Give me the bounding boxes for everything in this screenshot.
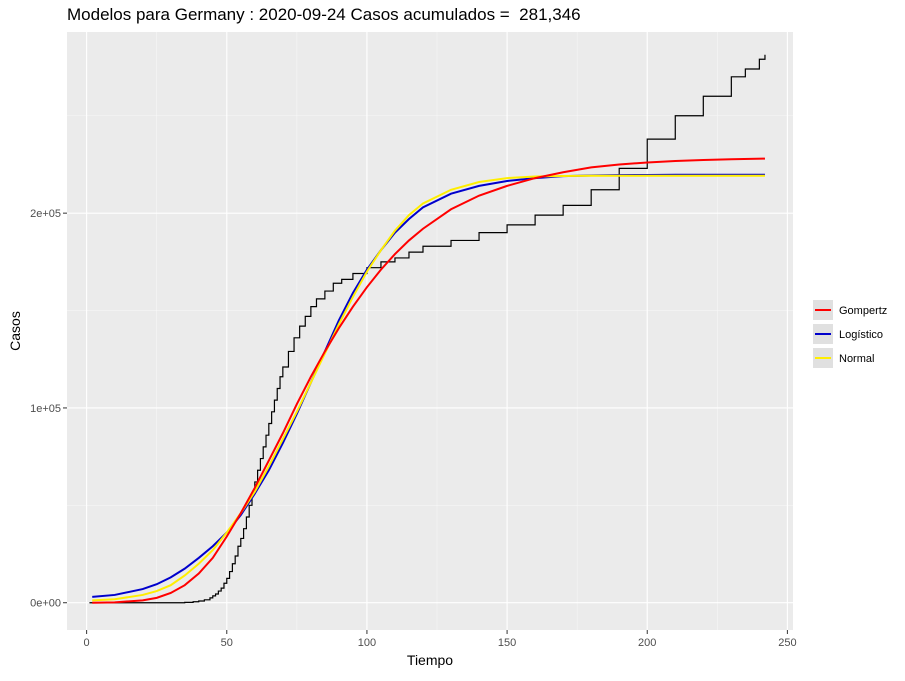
- x-tick-label: 150: [498, 637, 516, 649]
- series-line-normal: [92, 174, 765, 602]
- series-line-gompertz: [92, 157, 765, 604]
- observed-cases-step-line: [89, 54, 766, 604]
- y-axis-ticks: 0e+00 1e+05 2e+05: [30, 208, 67, 610]
- plot-panel: [67, 32, 793, 630]
- y-tick-label: 0e+00: [30, 598, 61, 610]
- x-tick-label: 250: [778, 637, 796, 649]
- x-tick-label: 0: [84, 637, 90, 649]
- y-axis-title: Casos: [7, 311, 23, 351]
- x-axis-title: Tiempo: [407, 652, 453, 668]
- x-tick-label: 100: [358, 637, 376, 649]
- y-tick-label: 1e+05: [30, 403, 61, 415]
- x-tick-label: 50: [221, 637, 233, 649]
- legend-label: Gompertz: [839, 305, 887, 317]
- x-tick-label: 200: [638, 637, 656, 649]
- legend-label: Normal: [839, 353, 874, 365]
- y-tick-label: 2e+05: [30, 208, 61, 220]
- legend: Gompertz Logístico Normal: [813, 300, 887, 368]
- legend-label: Logístico: [839, 329, 883, 341]
- grid-minor: [67, 32, 793, 630]
- x-axis-ticks: 0 50 100 150 200 250: [84, 630, 797, 649]
- chart-title: Modelos para Germany : 2020-09-24 Casos …: [67, 5, 581, 24]
- series-layer: [89, 54, 766, 604]
